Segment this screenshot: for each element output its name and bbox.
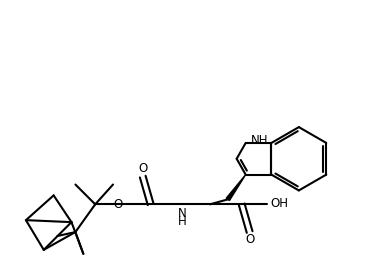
Text: NH: NH: [251, 135, 268, 147]
Polygon shape: [226, 175, 246, 201]
Text: N: N: [178, 207, 187, 220]
Text: H: H: [178, 215, 187, 228]
Text: O: O: [245, 233, 254, 246]
Text: O: O: [113, 198, 123, 211]
Text: OH: OH: [270, 197, 288, 210]
Text: O: O: [138, 162, 147, 175]
